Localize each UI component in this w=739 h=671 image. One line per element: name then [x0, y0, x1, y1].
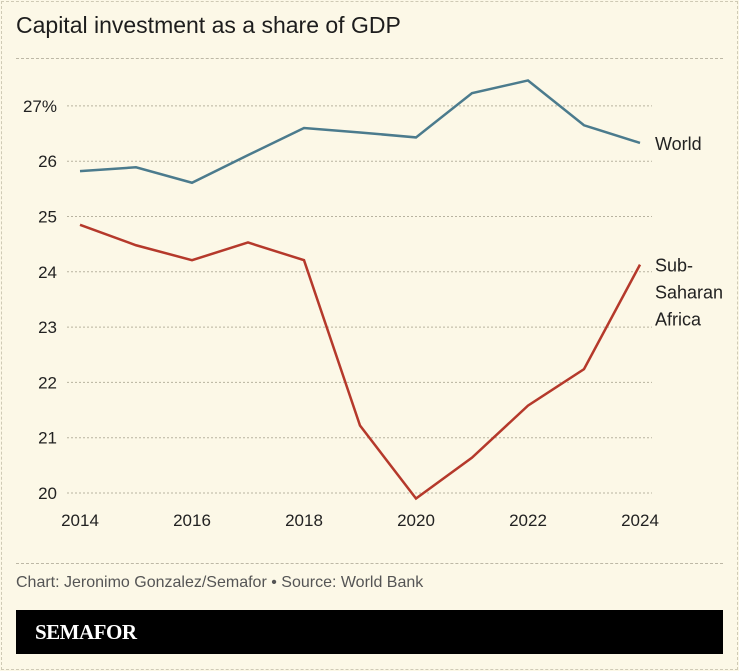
series-label: World [655, 134, 702, 154]
x-tick-label: 2014 [61, 511, 99, 530]
chart-title: Capital investment as a share of GDP [16, 12, 401, 38]
line-chart: 20 21 22 23 24 25 26 27% 2014 2016 2018 2020 2022 202… [23, 79, 723, 530]
series-line-world [79, 79, 641, 185]
y-tick-label: 26 [38, 152, 57, 171]
x-tick-label: 2018 [285, 511, 323, 530]
y-tick-label: 24 [38, 263, 57, 282]
x-tick-label: 2016 [173, 511, 211, 530]
semafor-logo: SEMAFOR [35, 620, 137, 644]
y-tick-label: 21 [38, 429, 57, 448]
y-tick-label: 23 [38, 318, 57, 337]
y-tick-label: 20 [38, 484, 57, 503]
x-tick-label: 2022 [509, 511, 547, 530]
y-tick-label: 27% [23, 97, 57, 116]
brand-bar: SEMAFOR [16, 610, 723, 654]
source-credit: Chart: Jeronimo Gonzalez/Semafor • Sourc… [16, 574, 424, 591]
bottom-divider [16, 563, 723, 564]
x-tick-label: 2020 [397, 511, 435, 530]
series-label: Africa [655, 310, 702, 330]
x-tick-label: 2024 [621, 511, 659, 530]
top-divider [16, 58, 723, 59]
series-label: Saharan [655, 283, 723, 303]
y-tick-label: 22 [38, 373, 57, 392]
y-tick-label: 25 [38, 208, 57, 227]
series-label: Sub- [655, 256, 693, 276]
series-line-sub-saharan-africa [79, 223, 642, 501]
